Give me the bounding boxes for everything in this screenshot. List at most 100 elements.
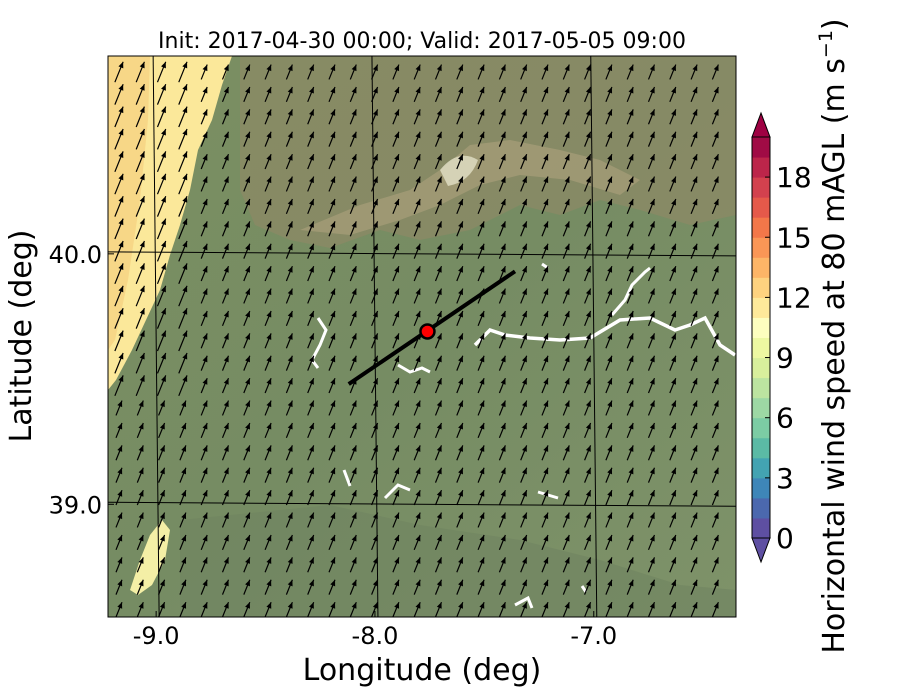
- wind-arrow: [349, 310, 357, 327]
- wind-arrow: [328, 288, 336, 304]
- wind-arrow: [264, 534, 272, 551]
- wind-arrow: [562, 198, 570, 215]
- wind-arrow: [626, 176, 634, 192]
- wind-arrow: [392, 355, 400, 371]
- wind-arrow: [605, 355, 613, 371]
- wind-arrow: [413, 489, 421, 506]
- wind-arrow: [690, 176, 698, 192]
- wind-arrow: [690, 153, 698, 170]
- wind-arrow: [498, 243, 506, 259]
- wind-arrow: [328, 422, 336, 439]
- wind-arrow: [520, 579, 528, 595]
- wind-arrow: [647, 377, 656, 394]
- wind-arrow: [179, 512, 187, 528]
- wind-arrow: [434, 221, 443, 237]
- wind-arrow: [584, 489, 592, 506]
- wind-arrow: [285, 400, 293, 416]
- wind-arrow: [328, 333, 336, 349]
- wind-arrow: [307, 243, 315, 259]
- wind-arrow: [392, 198, 400, 215]
- wind-arrow: [434, 333, 443, 349]
- wind-arrow: [156, 151, 167, 173]
- wind-arrow: [158, 467, 166, 483]
- colorbar-band: [752, 397, 770, 419]
- wind-arrow: [392, 489, 400, 506]
- wind-arrow: [178, 263, 188, 285]
- wind-arrow: [285, 579, 293, 595]
- x-axis: -9.0 -8.0 -7.0: [133, 611, 617, 650]
- wind-arrow: [285, 512, 293, 528]
- wind-arrow: [669, 422, 677, 439]
- wind-arrow: [243, 288, 251, 304]
- wind-arrow: [605, 377, 613, 394]
- wind-arrow: [413, 288, 421, 304]
- wind-arrow: [605, 109, 613, 125]
- wind-arrow: [307, 377, 315, 394]
- wind-arrow: [711, 557, 719, 573]
- wind-arrow: [285, 243, 293, 259]
- wind-arrow: [221, 310, 230, 327]
- wind-arrow: [371, 422, 379, 439]
- wind-arrow: [221, 198, 230, 215]
- wind-arrow: [541, 512, 549, 528]
- wind-arrow: [626, 579, 634, 595]
- wind-arrow: [456, 333, 464, 349]
- wind-arrow: [456, 131, 464, 147]
- wind-arrow: [690, 288, 698, 304]
- wind-arrow: [179, 422, 187, 439]
- wind-arrow: [114, 83, 124, 105]
- wind-arrow: [328, 243, 336, 259]
- wind-arrow: [541, 534, 549, 551]
- wind-arrow: [413, 176, 421, 192]
- wind-arrow: [647, 512, 656, 528]
- wind-arrow: [520, 355, 528, 371]
- wind-arrow: [264, 243, 272, 259]
- wind-arrow: [179, 467, 187, 483]
- wind-arrow: [669, 445, 677, 461]
- colorbar-band: [752, 317, 770, 338]
- wind-arrow: [711, 288, 719, 304]
- wind-arrow: [477, 243, 485, 259]
- southern-lowland: [180, 505, 736, 617]
- wind-arrow: [690, 355, 698, 371]
- wind-arrow: [156, 285, 167, 307]
- wind-arrow: [114, 330, 124, 352]
- colorbar-band: [752, 257, 770, 278]
- wind-arrow: [156, 128, 167, 150]
- wind-arrow: [371, 153, 379, 170]
- wind-arrow: [264, 489, 272, 506]
- wind-arrow: [562, 601, 570, 617]
- wind-arrow: [690, 198, 698, 215]
- colorbar-band: [752, 337, 770, 359]
- colorbar-label-exponent: −1: [815, 30, 837, 58]
- wind-arrow: [349, 422, 357, 439]
- wind-arrow: [264, 333, 272, 349]
- wind-arrow: [434, 489, 443, 506]
- wind-arrow: [349, 534, 357, 551]
- wind-arrow: [349, 243, 357, 259]
- wind-arrow: [349, 265, 357, 282]
- wind-arrow: [285, 221, 293, 237]
- wind-arrow: [178, 83, 188, 105]
- wind-arrow: [669, 153, 677, 170]
- wind-arrow: [477, 86, 485, 103]
- wind-arrow: [221, 467, 230, 483]
- wind-arrow: [285, 288, 293, 304]
- wind-arrow: [520, 467, 528, 483]
- colorbar-tick-label: 12: [776, 281, 812, 314]
- wind-arrow: [584, 557, 592, 573]
- wind-arrow: [136, 400, 144, 416]
- wind-arrow: [285, 86, 293, 103]
- wind-arrow: [136, 557, 144, 573]
- wind-arrow: [477, 445, 485, 461]
- wind-arrow: [221, 221, 230, 237]
- wind-arrow: [626, 131, 634, 147]
- wind-arrow: [626, 467, 634, 483]
- wind-arrow: [243, 265, 251, 282]
- wind-arrow: [158, 400, 166, 416]
- wind-arrow: [307, 422, 315, 439]
- colorbar-extend-max: [751, 111, 771, 138]
- wind-arrow: [349, 489, 357, 506]
- wind-arrow: [221, 377, 230, 394]
- wind-arrow: [584, 86, 592, 103]
